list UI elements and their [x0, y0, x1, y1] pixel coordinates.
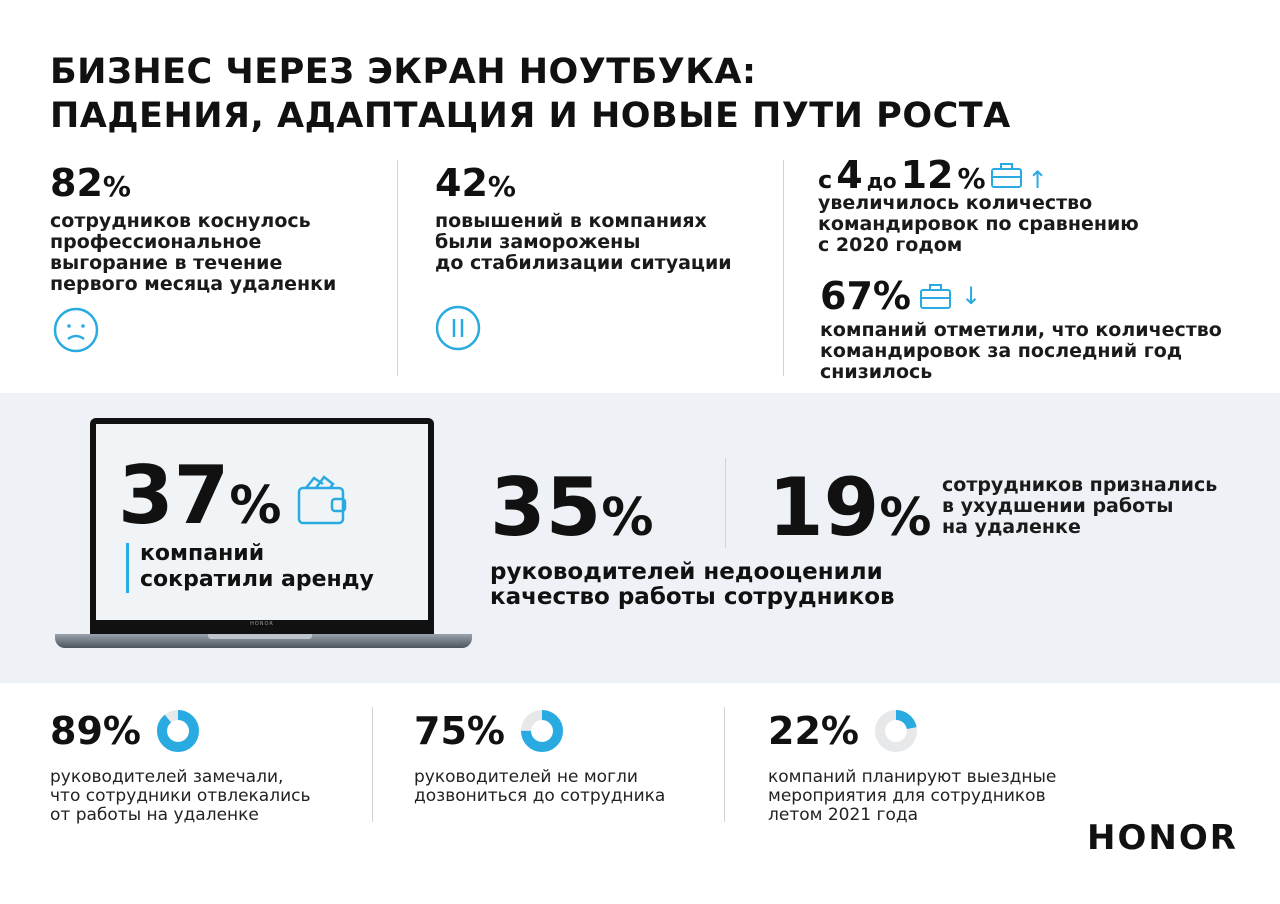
bottom-stat: 75% руководителей не могли дозвониться до…	[414, 709, 666, 806]
donut-chart-icon	[520, 710, 563, 752]
divider	[724, 707, 725, 822]
stat-value: 75%	[414, 709, 505, 753]
sad-face-icon	[53, 307, 99, 353]
donut-chart-icon	[874, 710, 917, 752]
page-title: БИЗНЕС ЧЕРЕЗ ЭКРАН НОУТБУКА: ПАДЕНИЯ, АД…	[50, 52, 1011, 136]
stat-rent: 37%	[118, 449, 282, 542]
bottom-stat: 22% компаний планируют выездные мероприят…	[768, 709, 1057, 825]
arrow-down-icon: ↓	[960, 282, 982, 310]
donut-chart-icon	[156, 710, 199, 752]
donut-fill	[520, 710, 563, 752]
stat-employees-text: сотрудников признались в ухудшении работы…	[942, 474, 1218, 538]
stat-burnout: 82% сотрудников коснулось профессионально…	[50, 161, 337, 295]
divider	[397, 160, 398, 376]
laptop-screen	[96, 424, 428, 620]
stat-promotions: 42% повышений в компаниях были заморожены…	[435, 161, 732, 274]
bottom-stat: 89% руководителей замечали, что сотрудник…	[50, 709, 311, 825]
briefcase-icon	[919, 284, 951, 309]
stat-managers-text: руководителей недооценили качество работы…	[490, 559, 895, 610]
stat-value: 89%	[50, 709, 141, 753]
stat-employees: 19%	[768, 461, 932, 554]
arrow-up-icon: ↑	[1027, 166, 1048, 194]
donut-fill	[874, 710, 917, 752]
laptop: HONOR	[90, 418, 434, 640]
honor-logo: HONOR	[1087, 818, 1238, 858]
stat-rent-text: компаний сократили аренду	[140, 541, 374, 592]
divider	[783, 160, 784, 376]
donut-fill	[156, 710, 199, 752]
divider	[372, 707, 373, 822]
pause-icon	[435, 305, 481, 351]
laptop-brand: HONOR	[250, 621, 274, 627]
stat-managers: 35%	[490, 461, 654, 554]
stat-trips-increase: с 4 до 12% ↑ увеличилось количество коман…	[818, 153, 1139, 256]
laptop-notch	[208, 634, 312, 639]
divider	[725, 458, 726, 548]
accent-bar	[126, 543, 129, 593]
stat-value: 22%	[768, 709, 859, 753]
laptop-base	[55, 634, 472, 648]
briefcase-icon	[990, 163, 1022, 188]
wallet-icon	[297, 475, 347, 525]
stat-trips-decrease: 67% ↓ компаний отметили, что количество к…	[820, 274, 1222, 383]
